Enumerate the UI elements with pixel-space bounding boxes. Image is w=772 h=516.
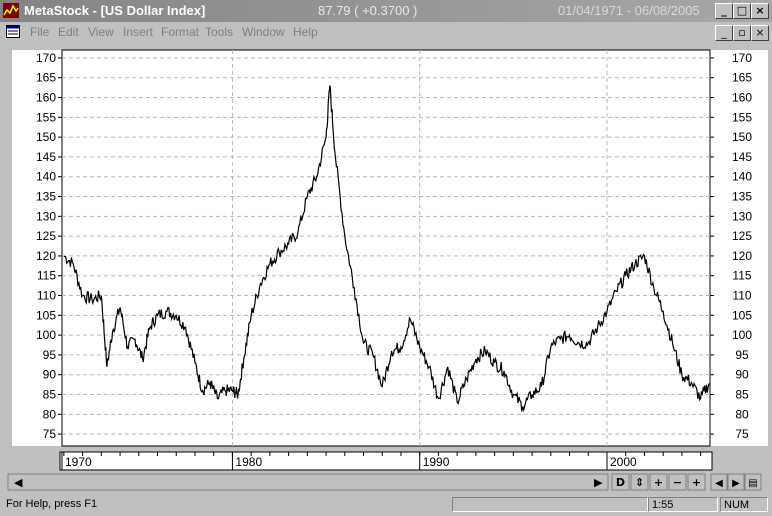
y-tick-label-left: 115 <box>37 269 56 283</box>
y-tick-label-right: 110 <box>732 289 751 303</box>
status-bar: For Help, press F1 1:55 NUM <box>0 494 772 516</box>
price-series-line <box>63 85 710 413</box>
nav-grid-icon-glyph: ▤ <box>748 478 757 489</box>
help-status-text: For Help, press F1 <box>6 498 98 510</box>
crosshair-icon-glyph: + <box>654 476 663 489</box>
menu-format[interactable]: Format <box>161 25 200 39</box>
y-tick-label-left: 150 <box>36 130 56 144</box>
scroll-right-icon[interactable]: ▶ <box>594 476 603 489</box>
y-tick-label-left: 75 <box>43 427 57 441</box>
y-tick-label-right: 140 <box>732 170 752 184</box>
y-tick-label-right: 85 <box>735 388 749 402</box>
y-tick-label-right: 170 <box>732 51 752 65</box>
x-tick-label: 2000 <box>610 455 637 469</box>
status-panel-empty <box>452 497 648 512</box>
x-tick-label: 1980 <box>235 455 262 469</box>
y-tick-label-left: 110 <box>37 289 56 303</box>
nav-left-icon-glyph: ◀ <box>715 478 723 489</box>
maximize-button[interactable]: □ <box>733 3 751 19</box>
y-tick-label-left: 165 <box>36 71 56 85</box>
nav-right-icon[interactable] <box>727 473 745 491</box>
price-chart[interactable]: 75 75 80 80 85 85 90 90 95 95 100 100 105 105 110 110 11… <box>0 42 772 494</box>
x-axis-strip <box>59 451 713 471</box>
y-tick-label-right: 155 <box>732 110 752 124</box>
y-tick-label-left: 140 <box>36 170 56 184</box>
status-time: 1:55 <box>648 497 718 512</box>
crosshair-icon[interactable] <box>649 473 668 491</box>
y-tick-label-left: 120 <box>36 249 56 263</box>
y-tick-label-left: 135 <box>36 190 56 204</box>
y-tick-label-right: 100 <box>732 328 752 342</box>
vertical-zoom-icon[interactable] <box>630 473 649 491</box>
y-tick-label-right: 125 <box>732 229 752 243</box>
y-tick-label-left: 80 <box>43 407 57 421</box>
nav-right-icon-glyph: ▶ <box>732 478 740 489</box>
menu-help[interactable]: Help <box>293 25 318 39</box>
y-tick-label-left: 90 <box>43 368 57 382</box>
y-tick-label-left: 125 <box>36 229 56 243</box>
menu-insert[interactable]: Insert <box>123 25 154 39</box>
menu-edit[interactable]: Edit <box>58 25 79 39</box>
date-range: 01/04/1971 - 06/08/2005 <box>558 3 700 18</box>
right-axis-panel <box>710 50 768 446</box>
y-tick-label-left: 145 <box>36 150 56 164</box>
left-axis-panel <box>12 50 62 446</box>
y-tick-label-left: 85 <box>43 388 57 402</box>
y-tick-label-left: 160 <box>36 91 56 105</box>
y-tick-label-right: 145 <box>732 150 752 164</box>
y-tick-label-right: 150 <box>732 130 752 144</box>
menu-file[interactable]: File <box>30 25 50 39</box>
y-tick-label-right: 115 <box>732 269 751 283</box>
y-tick-label-left: 155 <box>36 110 56 124</box>
y-tick-label-right: 80 <box>735 407 749 421</box>
x-tick-label: 1970 <box>65 455 92 469</box>
plot-area <box>61 49 711 447</box>
zoom-in-icon-glyph: + <box>692 476 701 489</box>
zoom-in-icon[interactable] <box>687 473 706 491</box>
y-tick-label-right: 95 <box>735 348 749 362</box>
vertical-zoom-icon-glyph: ⇕ <box>635 476 644 489</box>
y-tick-label-right: 165 <box>732 71 752 85</box>
period-daily-button-glyph: D <box>616 476 625 489</box>
menu-bar: File Edit View Insert Format Tools Windo… <box>0 22 772 42</box>
close-button[interactable]: × <box>751 3 769 19</box>
title-bar: MetaStock - [US Dollar Index] 87.79 ( +0… <box>0 0 772 22</box>
y-tick-label-right: 135 <box>732 190 752 204</box>
doc-restore-button[interactable]: ▫ <box>733 25 751 41</box>
nav-grid-icon[interactable] <box>744 473 762 491</box>
period-daily-button[interactable] <box>611 473 630 491</box>
y-tick-label-left: 130 <box>36 209 56 223</box>
y-tick-label-right: 160 <box>732 91 752 105</box>
zoom-out-icon-glyph: − <box>673 476 682 489</box>
scroll-left-icon[interactable]: ◀ <box>14 476 23 489</box>
menu-view[interactable]: View <box>88 25 114 39</box>
y-tick-label-right: 120 <box>732 249 752 263</box>
y-tick-label-left: 100 <box>36 328 56 342</box>
window-title: MetaStock - [US Dollar Index] <box>24 3 206 18</box>
y-tick-label-right: 130 <box>732 209 752 223</box>
last-quote: 87.79 ( +0.3700 ) <box>318 3 418 18</box>
y-tick-label-left: 170 <box>36 51 56 65</box>
metastock-app-icon <box>3 3 19 18</box>
doc-minimize-button[interactable]: _ <box>715 25 733 41</box>
y-tick-label-right: 105 <box>732 308 752 322</box>
menu-window[interactable]: Window <box>242 25 285 39</box>
menu-tools[interactable]: Tools <box>205 25 234 39</box>
y-tick-label-left: 95 <box>43 348 57 362</box>
y-tick-label-right: 90 <box>735 368 749 382</box>
zoom-out-icon[interactable] <box>668 473 687 491</box>
minimize-button[interactable]: _ <box>715 3 733 19</box>
x-tick-label: 1990 <box>423 455 450 469</box>
status-num-lock: NUM <box>720 497 768 512</box>
y-tick-label-left: 105 <box>36 308 56 322</box>
nav-left-icon[interactable] <box>710 473 728 491</box>
y-tick-label-right: 75 <box>735 427 749 441</box>
document-icon[interactable] <box>6 25 20 38</box>
horizontal-scrollbar[interactable] <box>7 473 609 491</box>
doc-close-button[interactable]: × <box>751 25 769 41</box>
